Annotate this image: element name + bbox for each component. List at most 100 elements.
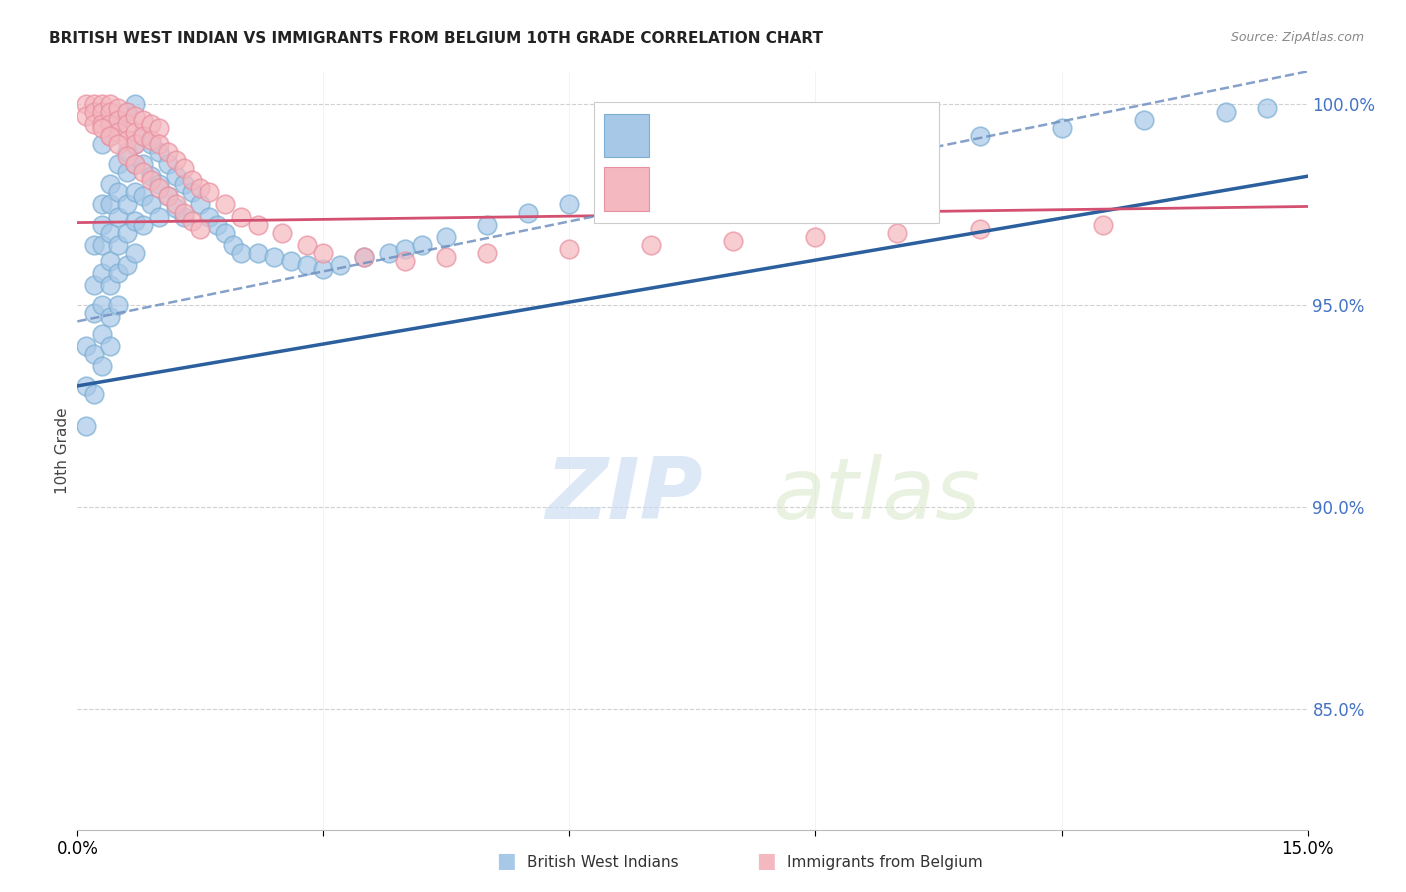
Point [231,210,253,224]
Point [141,173,163,187]
Point [107,266,129,280]
Point [115,149,138,163]
Point [394,242,416,256]
Point [115,258,138,272]
Point [98,128,121,143]
Point [98,96,121,111]
Point [115,226,138,240]
Point [156,157,179,171]
Point [640,237,662,252]
Point [90,136,114,151]
Point [90,298,114,312]
Point [436,229,458,244]
Text: ■: ■ [756,851,776,871]
Point [124,186,146,200]
Point [107,186,129,200]
Point [723,234,745,248]
Point [98,128,121,143]
Point [1256,101,1278,115]
Point [477,245,499,260]
Point [98,178,121,192]
Point [353,250,375,264]
Point [124,157,146,171]
Point [83,306,105,320]
Point [197,210,219,224]
Point [90,104,114,119]
Point [107,298,129,312]
Point [115,104,138,119]
Point [165,197,187,211]
Point [115,165,138,179]
Point [75,109,97,123]
Point [141,117,163,131]
Point [115,104,138,119]
Text: Immigrants from Belgium: Immigrants from Belgium [787,855,983,870]
Point [181,213,204,227]
Point [886,226,908,240]
Point [90,218,114,232]
Point [197,186,219,200]
Text: BRITISH WEST INDIAN VS IMMIGRANTS FROM BELGIUM 10TH GRADE CORRELATION CHART: BRITISH WEST INDIAN VS IMMIGRANTS FROM B… [49,31,823,46]
Point [263,250,285,264]
Point [90,120,114,135]
Point [124,109,146,123]
Point [173,205,195,219]
Point [640,178,662,192]
Point [98,278,121,293]
Point [394,254,416,268]
Point [148,136,170,151]
Point [90,117,114,131]
Point [90,197,114,211]
Point [188,197,212,211]
Point [295,258,318,272]
Point [115,197,138,211]
Point [98,125,121,139]
Point [477,218,499,232]
Point [222,237,245,252]
Point [246,218,269,232]
Point [98,310,121,325]
Point [124,136,146,151]
Point [188,181,212,195]
Point [181,186,204,200]
Point [83,278,105,293]
Point [411,237,433,252]
Point [124,157,146,171]
Point [312,262,335,277]
Point [886,136,908,151]
Point [132,157,155,171]
Point [969,221,991,235]
Point [723,157,745,171]
Point [90,237,114,252]
Point [148,210,170,224]
Point [1215,104,1237,119]
Point [107,157,129,171]
Point [1091,218,1114,232]
Point [205,218,228,232]
Point [141,169,163,184]
Point [75,379,97,393]
Point [969,128,991,143]
Point [83,237,105,252]
Point [436,250,458,264]
Point [188,221,212,235]
Point [148,145,170,159]
Point [107,112,129,127]
Point [107,112,129,127]
Point [90,266,114,280]
Point [173,210,195,224]
Point [115,117,138,131]
Point [83,117,105,131]
Point [295,237,318,252]
Point [148,181,170,195]
Point [124,213,146,227]
Point [83,387,105,401]
Point [517,205,540,219]
Point [132,128,155,143]
Point [141,136,163,151]
Point [75,419,97,434]
Point [156,189,179,203]
Point [214,197,236,211]
Point [90,96,114,111]
Point [132,112,155,127]
